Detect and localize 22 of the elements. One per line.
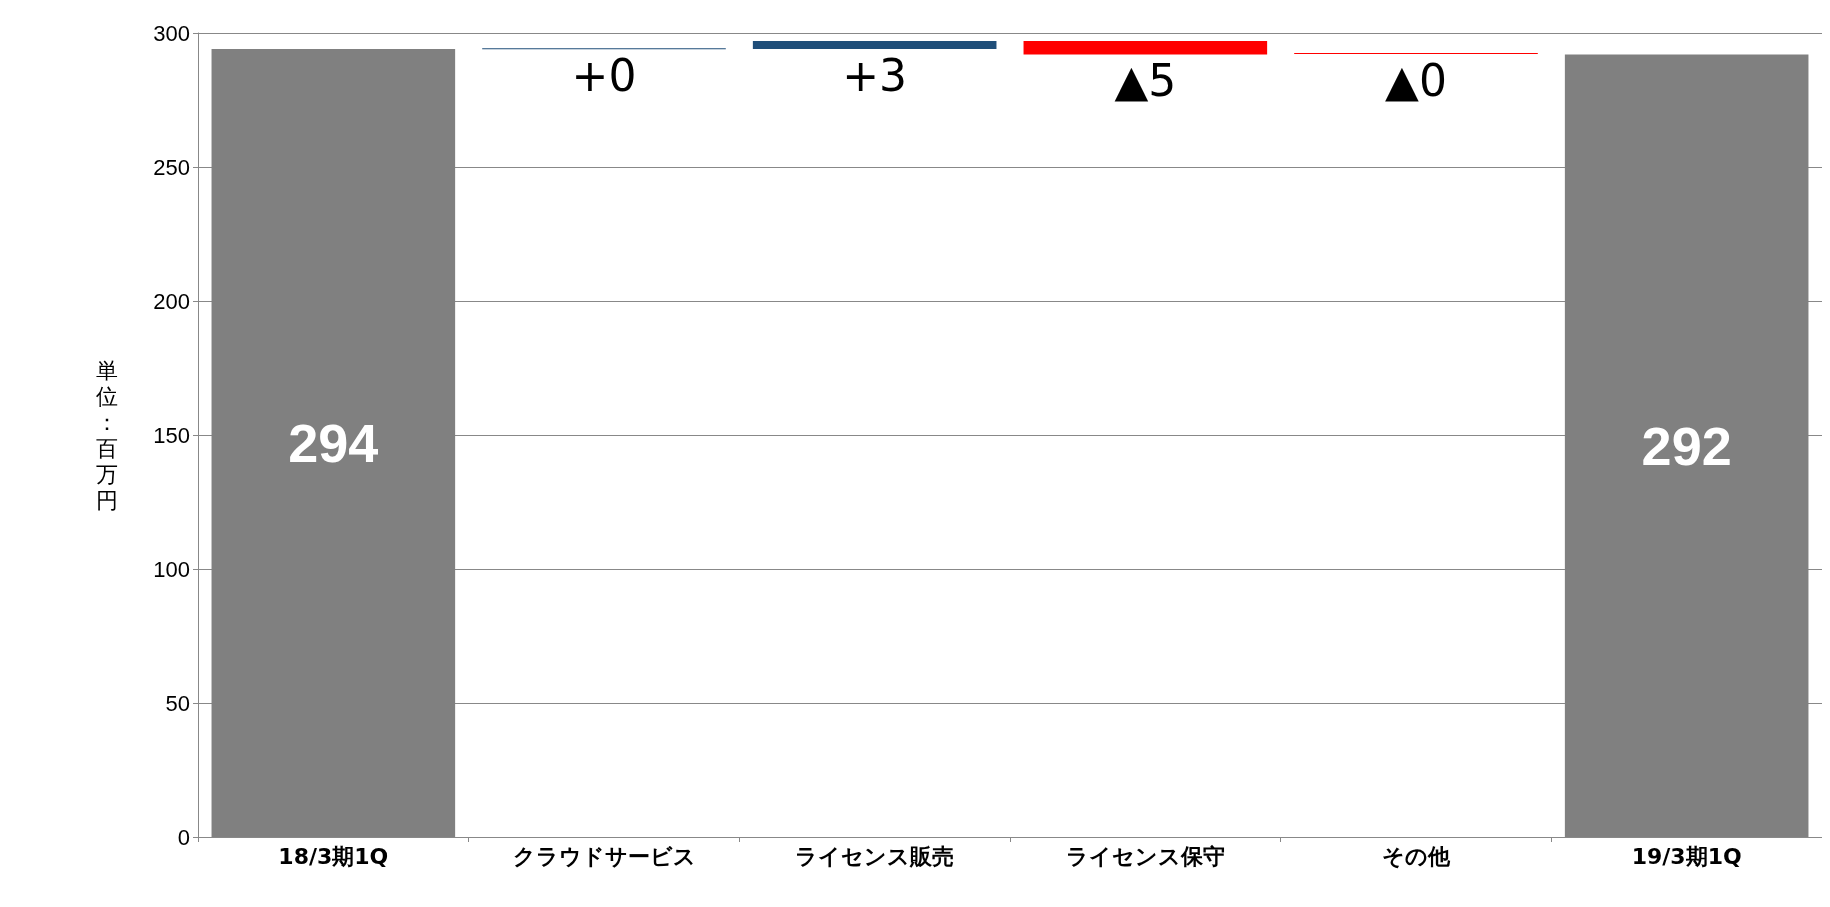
x-tick-label: 18/3期1Q <box>278 843 389 869</box>
y-tick-label: 0 <box>177 824 190 850</box>
y-tick-label: 50 <box>165 690 190 716</box>
data-label: +3 <box>842 49 908 101</box>
data-label: 294 <box>288 413 379 474</box>
x-tick-label: その他 <box>1382 843 1451 869</box>
x-tick-label: ライセンス保守 <box>1065 843 1225 869</box>
x-tick-label: 19/3期1Q <box>1631 843 1742 869</box>
y-tick-label: 200 <box>153 288 190 314</box>
y-tick-label: 300 <box>153 20 190 46</box>
y-tick-label: 100 <box>153 556 190 582</box>
data-label: +0 <box>571 49 637 101</box>
y-axis-title: 単位：百万円 <box>96 357 118 513</box>
data-label: 292 <box>1641 415 1732 476</box>
data-label: ▲5 <box>1114 54 1177 106</box>
x-tick-label: ライセンス販売 <box>795 843 955 869</box>
bar <box>752 41 997 50</box>
y-tick-label: 250 <box>153 154 190 180</box>
data-label: ▲0 <box>1385 54 1447 106</box>
y-tick-label: 150 <box>153 422 190 448</box>
x-tick-label: クラウドサービス <box>512 843 696 869</box>
bar <box>1023 41 1268 55</box>
